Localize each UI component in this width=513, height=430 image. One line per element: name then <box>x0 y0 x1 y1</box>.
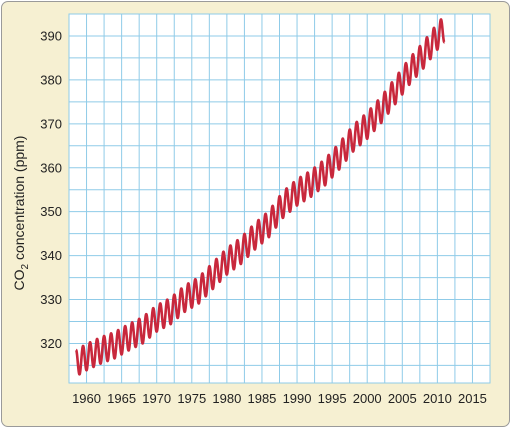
x-tick-label: 1995 <box>318 391 347 406</box>
y-axis-label-suffix: concentration (ppm) <box>11 136 27 264</box>
y-tick-label: 370 <box>40 116 62 131</box>
y-tick-label: 360 <box>40 160 62 175</box>
x-tick-label: 1980 <box>212 391 241 406</box>
y-axis-label: CO2 concentration (ppm) <box>11 136 31 291</box>
y-axis-label-subscript: 2 <box>20 263 31 269</box>
y-tick-label: 350 <box>40 204 62 219</box>
y-axis-ticks: 320 330 340 350 360 370 380 390 <box>40 28 62 351</box>
x-tick-label: 2015 <box>458 391 487 406</box>
y-tick-label: 320 <box>40 336 62 351</box>
y-axis-label-prefix: CO <box>11 269 27 290</box>
y-tick-label: 330 <box>40 292 62 307</box>
series-co2-line <box>74 18 446 376</box>
x-tick-label: 1960 <box>72 391 101 406</box>
x-axis-ticks: 1960 1965 1970 1975 1980 1985 1990 1995 2000 2005… <box>72 391 487 406</box>
x-tick-label: 1975 <box>177 391 206 406</box>
y-tick-label: 340 <box>40 248 62 263</box>
x-tick-label: 2005 <box>388 391 417 406</box>
x-tick-label: 1990 <box>283 391 312 406</box>
x-tick-label: 2010 <box>423 391 452 406</box>
x-tick-label: 1965 <box>107 391 136 406</box>
x-tick-label: 2000 <box>353 391 382 406</box>
x-tick-label: 1970 <box>142 391 171 406</box>
x-tick-label: 1985 <box>247 391 276 406</box>
grid-lines <box>68 13 491 384</box>
y-tick-label: 390 <box>40 28 62 43</box>
y-tick-label: 380 <box>40 72 62 87</box>
